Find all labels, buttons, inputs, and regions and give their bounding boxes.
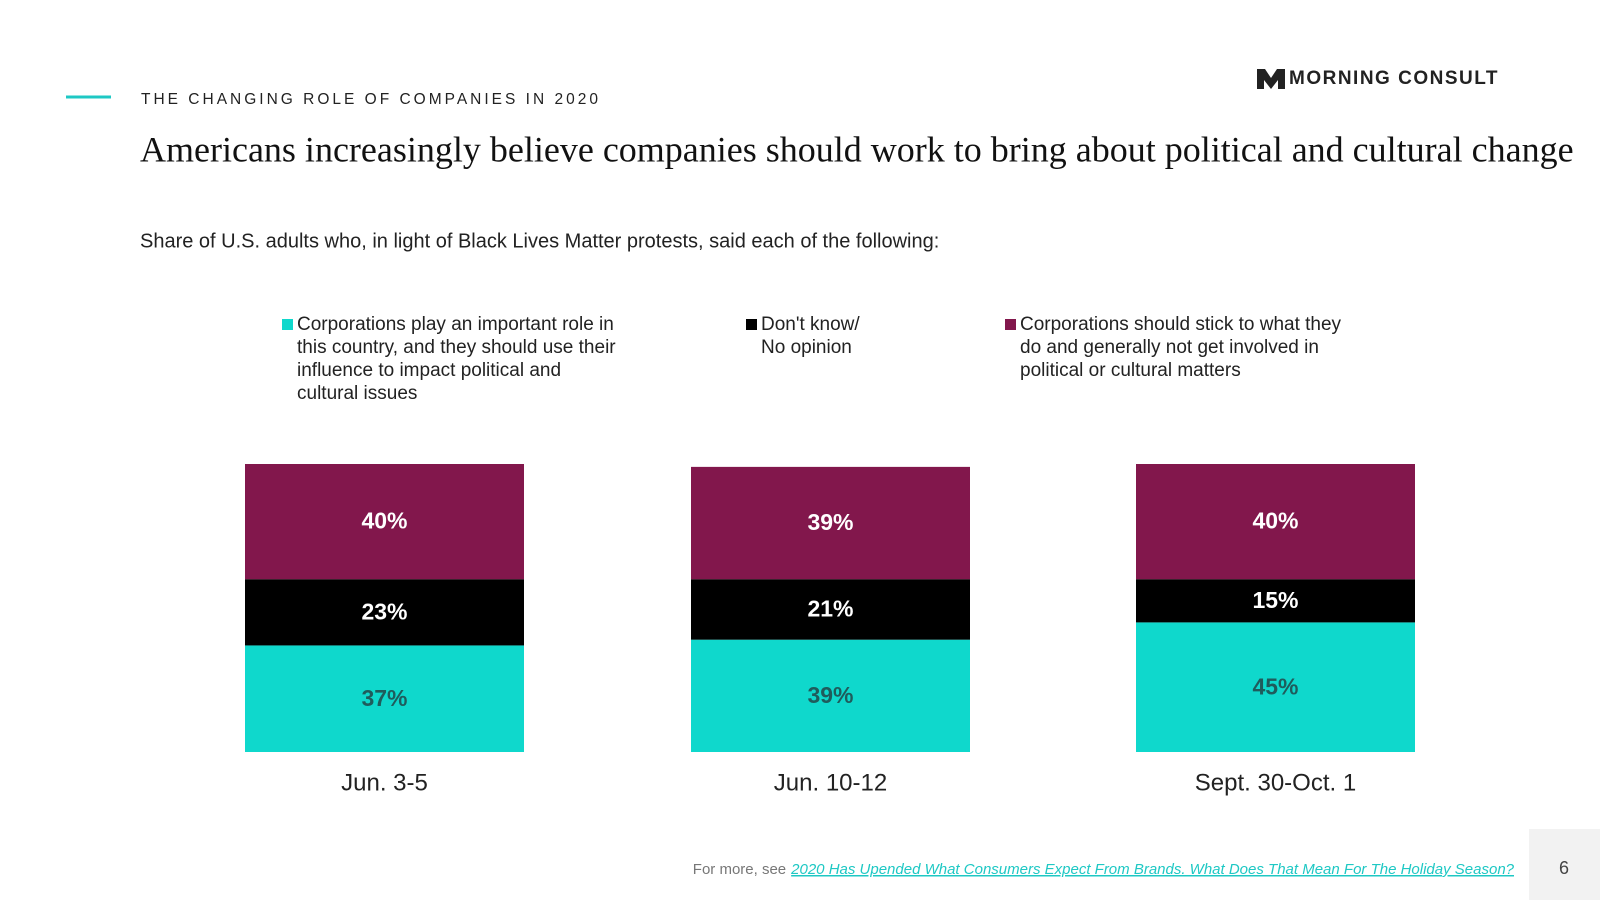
x-tick-label: Sept. 30-Oct. 1 [1195,769,1356,796]
footer-link[interactable]: 2020 Has Upended What Consumers Expect F… [790,861,1514,878]
legend-swatch [1005,319,1016,330]
bar-segment [1136,464,1415,580]
kicker: THE CHANGING ROLE OF COMPANIES IN 2020 [141,91,601,108]
value-label: 23% [361,598,407,624]
legend-item: Don't know/ No opinion [746,313,881,359]
x-tick-label: Jun. 3-5 [341,769,428,796]
value-label: 39% [807,509,853,535]
brand: MORNING CONSULT [1289,68,1499,89]
value-label: 39% [807,682,853,708]
bar-segment [1136,579,1415,623]
legend-item: Corporations should stick to what they d… [1005,313,1360,382]
chart-title: Americans increasingly believe companies… [140,129,1574,169]
value-label: 37% [361,685,407,711]
bar-segment [691,639,970,752]
page-number-box [1529,829,1600,900]
legend-label: Corporations should stick to what they d… [1020,314,1342,381]
page-number: 6 [1559,858,1569,878]
value-label: 45% [1252,673,1298,699]
value-label: 40% [361,508,407,534]
bar-segment [1136,622,1415,752]
footer-prefix: For more, see [693,861,786,878]
bar-segment [691,466,970,580]
legend-label: Corporations play an important role in t… [297,314,616,404]
legend-item: Corporations play an important role in t… [282,313,617,405]
bar-segment [245,579,524,646]
value-label: 40% [1252,508,1298,534]
logo-mark [1257,69,1285,89]
x-tick-label: Jun. 10-12 [774,769,887,796]
legend-label: Don't know/ No opinion [761,314,860,358]
bar-segment [691,579,970,640]
value-label: 15% [1252,587,1298,613]
legend-swatch [282,319,293,330]
bar-segment [245,645,524,752]
legend-swatch [746,319,757,330]
value-label: 21% [807,596,853,622]
subtitle: Share of U.S. adults who, in light of Bl… [140,230,939,252]
footer: For more, see 2020 Has Upended What Consu… [693,861,1515,878]
bar-segment [245,464,524,580]
